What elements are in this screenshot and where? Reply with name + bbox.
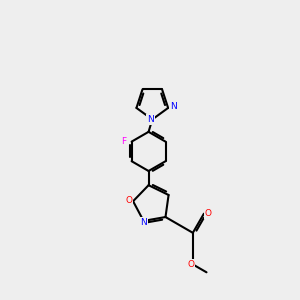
Text: O: O bbox=[125, 196, 132, 205]
Text: N: N bbox=[170, 102, 177, 111]
Text: N: N bbox=[147, 115, 154, 124]
Text: O: O bbox=[205, 209, 212, 218]
Text: F: F bbox=[121, 137, 126, 146]
Text: N: N bbox=[140, 218, 147, 226]
Text: O: O bbox=[188, 260, 194, 269]
